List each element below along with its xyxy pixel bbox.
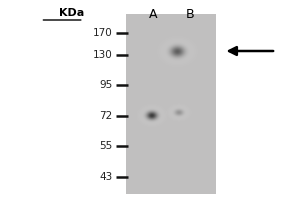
Text: 170: 170: [93, 28, 112, 38]
Text: A: A: [149, 8, 157, 21]
Bar: [126, 14, 216, 194]
Text: KDa: KDa: [59, 8, 84, 18]
Text: 55: 55: [99, 141, 112, 151]
Text: 95: 95: [99, 80, 112, 90]
Text: B: B: [186, 8, 195, 21]
Text: 130: 130: [93, 49, 112, 60]
Text: 72: 72: [99, 111, 112, 121]
Text: 43: 43: [99, 172, 112, 182]
